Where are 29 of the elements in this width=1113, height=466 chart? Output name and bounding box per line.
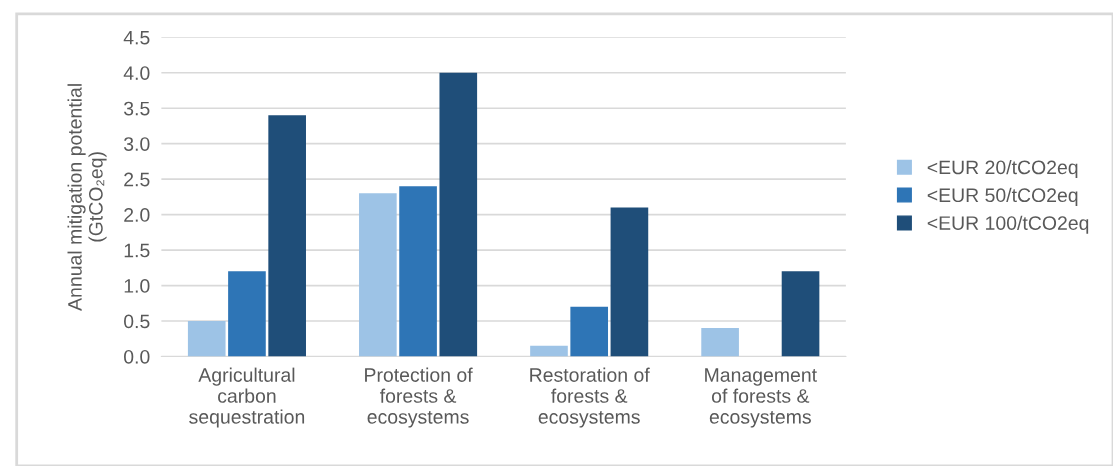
- bar: [439, 72, 478, 357]
- x-tick-label: Restoration of forests & ecosystems: [530, 367, 650, 428]
- y-tick-label: 3.5: [123, 101, 150, 116]
- y-axis-title: Annual mitigation potential (GtCO₂eq): [67, 84, 107, 311]
- bar: [359, 193, 397, 357]
- x-tick-label: Management of forests & ecosystems: [705, 368, 817, 428]
- bar: [399, 186, 437, 357]
- bar: [610, 207, 649, 357]
- x-tick-label: Agricultural carbon sequestration: [189, 367, 305, 428]
- bar: [228, 271, 266, 357]
- bar: [701, 328, 739, 357]
- bar: [187, 321, 226, 357]
- y-tick-label: 1.0: [124, 279, 150, 293]
- y-tick-label: 2.0: [124, 208, 150, 222]
- y-tick-label: 0.0: [124, 349, 150, 364]
- legend-label: <EUR 100/tCO2eq: [927, 215, 1089, 234]
- bar: [530, 345, 568, 357]
- x-tick-label: Protection of forests & ecosystems: [365, 367, 473, 428]
- y-tick-label: 4.5: [123, 30, 150, 45]
- y-tick-label: 3.0: [123, 137, 150, 151]
- bar: [570, 306, 609, 357]
- y-tick-label: 4.0: [123, 66, 150, 80]
- bar: [268, 115, 306, 357]
- y-tick-label: 1.5: [124, 243, 150, 258]
- legend-label: <EUR 20/tCO2eq: [927, 159, 1078, 179]
- bar: [781, 271, 820, 357]
- legend-label: <EUR 50/tCO2eq: [927, 187, 1078, 206]
- y-tick-label: 2.5: [124, 172, 150, 187]
- y-tick-label: 0.5: [124, 314, 150, 329]
